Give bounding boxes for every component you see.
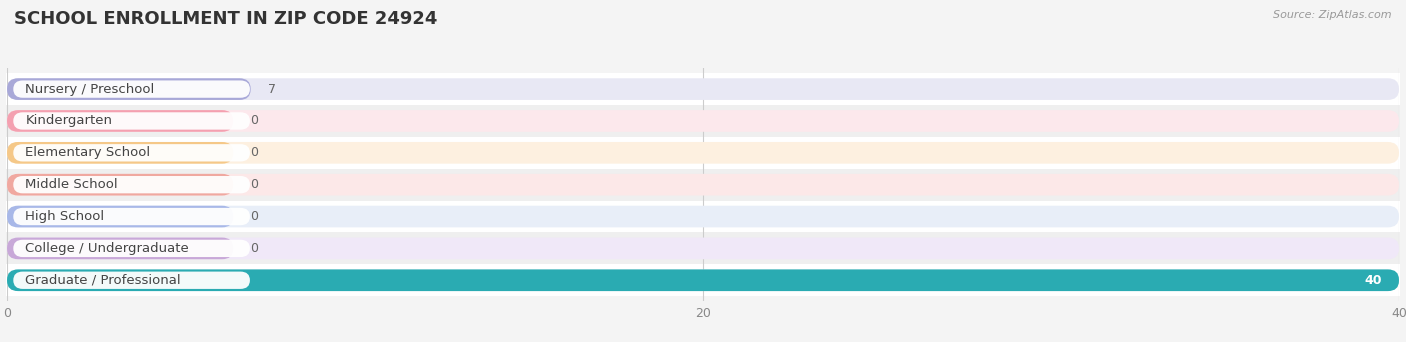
- Bar: [6, 137, 1400, 169]
- Text: Middle School: Middle School: [25, 178, 118, 191]
- Text: SCHOOL ENROLLMENT IN ZIP CODE 24924: SCHOOL ENROLLMENT IN ZIP CODE 24924: [14, 10, 437, 28]
- FancyBboxPatch shape: [7, 110, 1399, 132]
- Bar: [6, 233, 1400, 264]
- FancyBboxPatch shape: [13, 144, 250, 161]
- Text: Nursery / Preschool: Nursery / Preschool: [25, 83, 155, 96]
- Text: High School: High School: [25, 210, 104, 223]
- FancyBboxPatch shape: [13, 208, 250, 225]
- FancyBboxPatch shape: [7, 142, 1399, 164]
- FancyBboxPatch shape: [7, 206, 1399, 227]
- Text: Source: ZipAtlas.com: Source: ZipAtlas.com: [1274, 10, 1392, 20]
- FancyBboxPatch shape: [7, 238, 1399, 259]
- Bar: [6, 105, 1400, 137]
- FancyBboxPatch shape: [7, 269, 1399, 291]
- Bar: [6, 201, 1400, 233]
- Text: 0: 0: [250, 210, 259, 223]
- Text: 0: 0: [250, 242, 259, 255]
- Bar: [6, 264, 1400, 296]
- Bar: [6, 73, 1400, 105]
- Text: College / Undergraduate: College / Undergraduate: [25, 242, 190, 255]
- FancyBboxPatch shape: [13, 272, 250, 289]
- Text: 0: 0: [250, 178, 259, 191]
- Text: Kindergarten: Kindergarten: [25, 115, 112, 128]
- FancyBboxPatch shape: [13, 240, 250, 257]
- Text: 0: 0: [250, 115, 259, 128]
- FancyBboxPatch shape: [7, 78, 250, 100]
- Text: 40: 40: [1364, 274, 1382, 287]
- Text: 0: 0: [250, 146, 259, 159]
- FancyBboxPatch shape: [7, 110, 233, 132]
- FancyBboxPatch shape: [13, 176, 250, 193]
- Text: 7: 7: [269, 83, 276, 96]
- FancyBboxPatch shape: [7, 269, 1399, 291]
- FancyBboxPatch shape: [7, 142, 233, 164]
- FancyBboxPatch shape: [7, 206, 233, 227]
- FancyBboxPatch shape: [7, 78, 1399, 100]
- Text: Elementary School: Elementary School: [25, 146, 150, 159]
- FancyBboxPatch shape: [7, 174, 1399, 196]
- Bar: [6, 169, 1400, 201]
- FancyBboxPatch shape: [7, 238, 233, 259]
- FancyBboxPatch shape: [13, 112, 250, 130]
- Text: Graduate / Professional: Graduate / Professional: [25, 274, 181, 287]
- FancyBboxPatch shape: [13, 80, 250, 98]
- FancyBboxPatch shape: [7, 174, 233, 196]
